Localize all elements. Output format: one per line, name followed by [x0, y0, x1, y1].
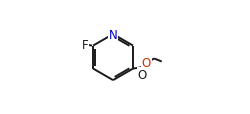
Text: O: O [138, 69, 147, 82]
Text: O: O [142, 57, 151, 70]
Text: F: F [82, 39, 88, 52]
Text: N: N [109, 28, 118, 41]
